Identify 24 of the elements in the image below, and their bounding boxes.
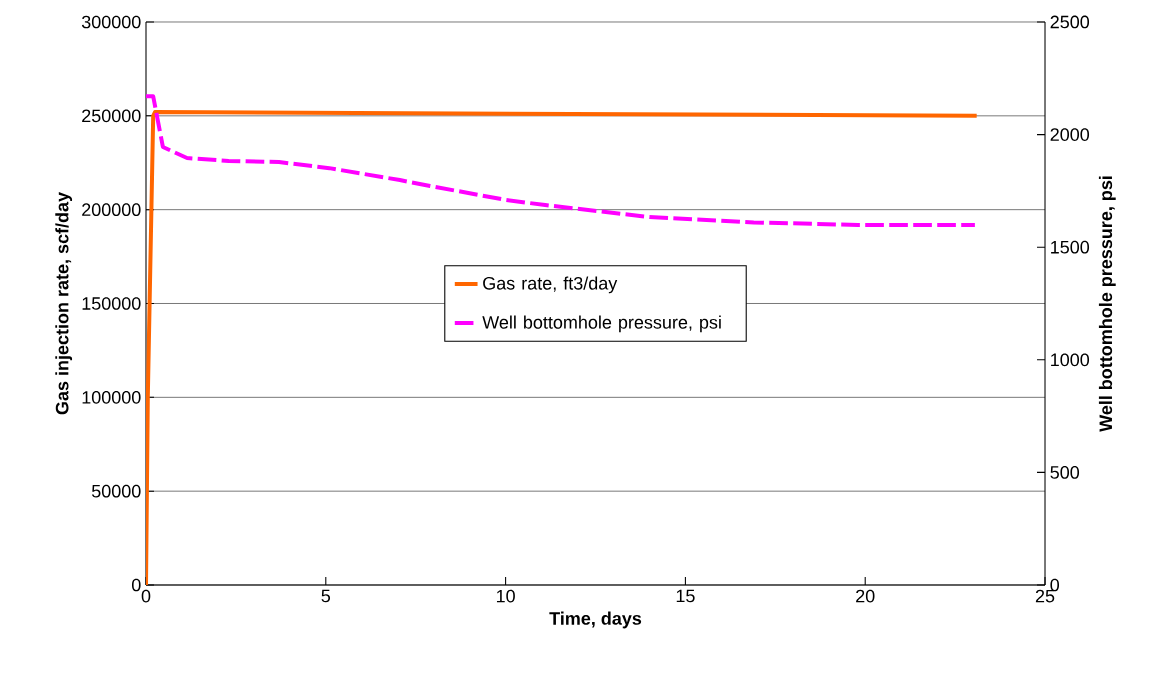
y-tick-label: 150000 bbox=[82, 297, 141, 310]
x-tick-label: 0 bbox=[141, 589, 151, 603]
x-tick-label: 10 bbox=[496, 589, 515, 603]
y-tick-label: 200000 bbox=[82, 203, 141, 217]
line-series bbox=[146, 94, 977, 227]
y2-tick-label: 1000 bbox=[1051, 353, 1090, 367]
x-tick-label: 20 bbox=[856, 589, 875, 603]
y2-axis-title: Well bottomhole pressure, psi bbox=[1098, 176, 1116, 432]
y2-tick-label: 500 bbox=[1050, 466, 1080, 479]
legend-label: Gas rate, ft3/day bbox=[483, 276, 618, 294]
x-tick-label: 5 bbox=[321, 589, 331, 603]
y-tick-label: 100000 bbox=[82, 390, 141, 404]
y2-tick-label: 2500 bbox=[1050, 15, 1090, 29]
x-tick-label: 15 bbox=[676, 589, 695, 603]
y-axis-title: Gas injection rate, scf/day bbox=[55, 192, 73, 415]
x-axis-title: Time, days bbox=[549, 611, 642, 629]
line-series bbox=[146, 110, 979, 585]
y-tick-label: 0 bbox=[131, 578, 141, 592]
y-tick-label: 50000 bbox=[91, 484, 141, 498]
legend-label: Well bottomhole pressure, psi bbox=[482, 315, 721, 333]
y2-tick-label: 2000 bbox=[1050, 128, 1090, 141]
y-tick-label: 300000 bbox=[81, 15, 141, 29]
y2-tick-label: 1500 bbox=[1051, 240, 1090, 254]
y-tick-label: 250000 bbox=[82, 109, 141, 123]
